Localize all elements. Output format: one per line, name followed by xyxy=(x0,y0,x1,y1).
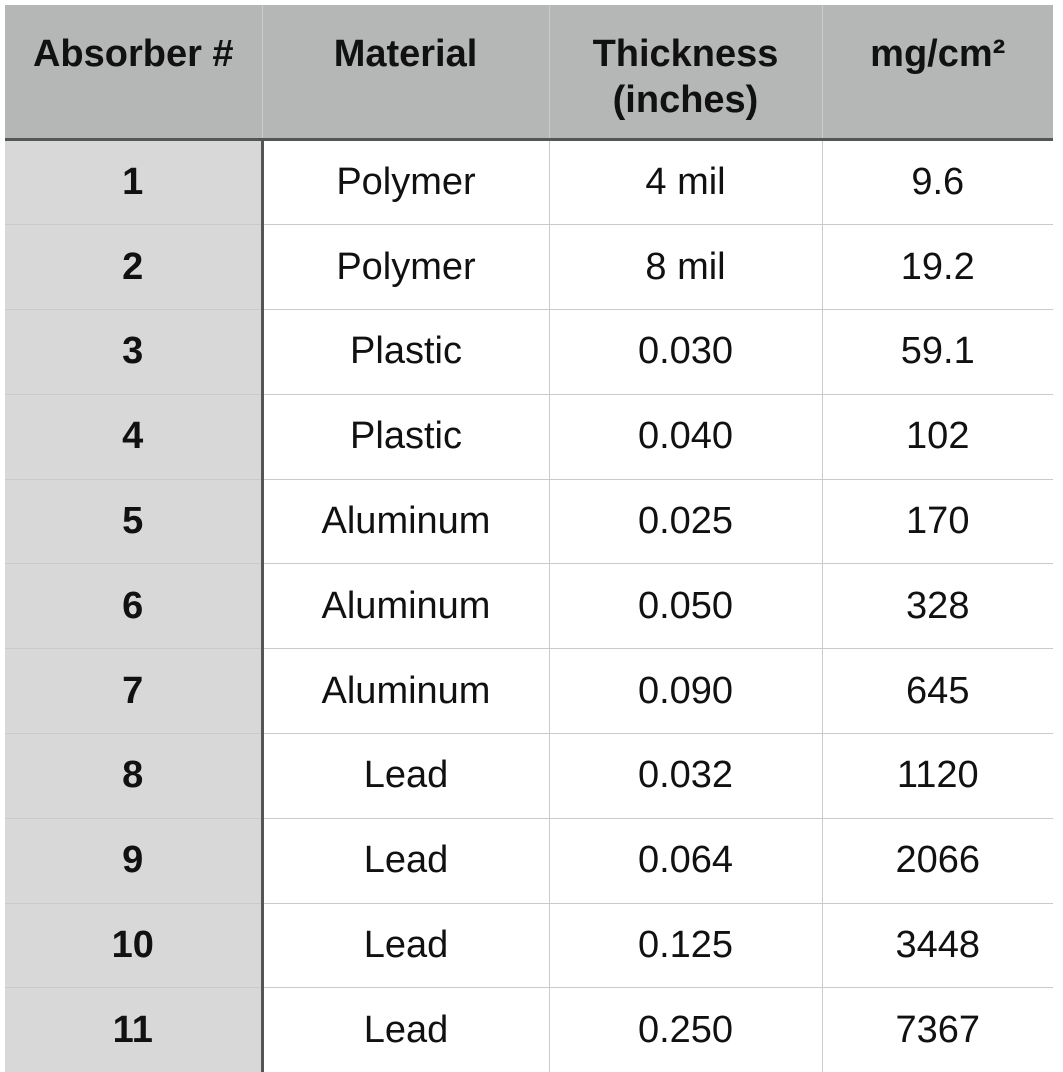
cell-material: Aluminum xyxy=(262,563,550,650)
cell-thickness: 0.050 xyxy=(549,563,823,650)
absorber-table-container: Absorber # Material Thickness (inches) m… xyxy=(5,5,1053,1072)
header-density: mg/cm² xyxy=(822,5,1053,141)
cell-material: Aluminum xyxy=(262,648,550,735)
cell-thickness: 0.250 xyxy=(549,987,823,1072)
cell-absorber-number: 9 xyxy=(5,818,264,904)
table-row: 9 Lead 0.064 2066 xyxy=(5,818,1053,904)
table-row: 4 Plastic 0.040 102 xyxy=(5,394,1053,480)
cell-density: 9.6 xyxy=(822,139,1053,226)
cell-thickness: 8 mil xyxy=(549,224,823,311)
cell-material: Polymer xyxy=(262,139,550,226)
cell-absorber-number: 7 xyxy=(5,648,264,735)
cell-absorber-number: 8 xyxy=(5,733,264,819)
cell-material: Lead xyxy=(262,818,550,904)
cell-absorber-number: 6 xyxy=(5,563,264,650)
cell-thickness: 0.025 xyxy=(549,479,823,565)
cell-density: 645 xyxy=(822,648,1053,735)
cell-thickness: 4 mil xyxy=(549,139,823,226)
cell-material: Aluminum xyxy=(262,479,550,565)
table-row: 5 Aluminum 0.025 170 xyxy=(5,479,1053,565)
cell-density: 1120 xyxy=(822,733,1053,819)
cell-density: 19.2 xyxy=(822,224,1053,311)
cell-thickness: 0.090 xyxy=(549,648,823,735)
table-row: 7 Aluminum 0.090 645 xyxy=(5,648,1053,735)
table-row: 1 Polymer 4 mil 9.6 xyxy=(5,139,1053,226)
cell-material: Polymer xyxy=(262,224,550,311)
cell-thickness: 0.032 xyxy=(549,733,823,819)
table-row: 11 Lead 0.250 7367 xyxy=(5,987,1053,1072)
cell-density: 7367 xyxy=(822,987,1053,1072)
cell-density: 2066 xyxy=(822,818,1053,904)
cell-thickness: 0.125 xyxy=(549,903,823,989)
cell-absorber-number: 4 xyxy=(5,394,264,480)
cell-material: Plastic xyxy=(262,394,550,480)
cell-material: Lead xyxy=(262,987,550,1072)
cell-thickness: 0.064 xyxy=(549,818,823,904)
header-material: Material xyxy=(262,5,550,141)
header-absorber: Absorber # xyxy=(5,5,263,141)
absorber-table: Absorber # Material Thickness (inches) m… xyxy=(5,5,1053,1072)
cell-density: 170 xyxy=(822,479,1053,565)
cell-absorber-number: 1 xyxy=(5,139,264,226)
cell-absorber-number: 11 xyxy=(5,987,264,1072)
header-row: Absorber # Material Thickness (inches) m… xyxy=(5,5,1053,141)
cell-thickness: 0.040 xyxy=(549,394,823,480)
cell-absorber-number: 2 xyxy=(5,224,264,311)
table-body: 1 Polymer 4 mil 9.6 2 Polymer 8 mil 19.2 3 Plasti… xyxy=(5,139,1053,1072)
header-thickness: Thickness (inches) xyxy=(549,5,823,141)
cell-material: Lead xyxy=(262,733,550,819)
cell-material: Plastic xyxy=(262,309,550,395)
table-row: 8 Lead 0.032 1120 xyxy=(5,733,1053,819)
cell-density: 3448 xyxy=(822,903,1053,989)
table-row: 10 Lead 0.125 3448 xyxy=(5,903,1053,989)
cell-material: Lead xyxy=(262,903,550,989)
table-row: 6 Aluminum 0.050 328 xyxy=(5,563,1053,650)
cell-absorber-number: 10 xyxy=(5,903,264,989)
cell-thickness: 0.030 xyxy=(549,309,823,395)
table-row: 2 Polymer 8 mil 19.2 xyxy=(5,224,1053,311)
cell-density: 102 xyxy=(822,394,1053,480)
cell-absorber-number: 5 xyxy=(5,479,264,565)
table-row: 3 Plastic 0.030 59.1 xyxy=(5,309,1053,395)
cell-absorber-number: 3 xyxy=(5,309,264,395)
cell-density: 328 xyxy=(822,563,1053,650)
cell-density: 59.1 xyxy=(822,309,1053,395)
